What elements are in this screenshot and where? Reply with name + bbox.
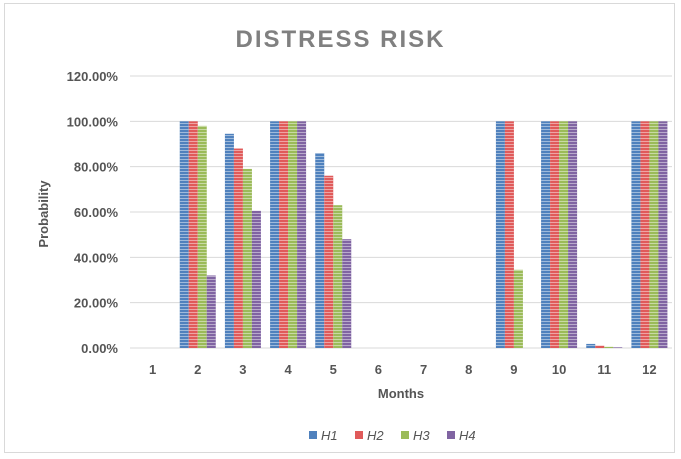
bar-stripe-overlay [613, 347, 623, 348]
bar-stripe-overlay [595, 345, 605, 348]
bar-stripe-overlay [279, 121, 289, 348]
bar-stripe-overlay [504, 121, 514, 348]
bar-stripe-overlay [206, 275, 216, 348]
bar-stripe-overlay [640, 121, 650, 348]
y-tick-labels: 0.00% 20.00% 40.00% 60.00% 80.00% 100.00% 120.… [67, 69, 119, 356]
chart-title: DISTRESS RISK [235, 26, 446, 53]
x-tick-label: 2 [194, 362, 201, 377]
x-tick-label: 4 [284, 362, 292, 377]
bar-stripe-overlay [197, 125, 207, 348]
y-tick-label: 20.00% [74, 296, 119, 311]
bar-stripe-overlay [288, 121, 298, 348]
bar-stripe-overlay [333, 205, 343, 348]
bar-stripe-overlay [586, 343, 596, 348]
x-tick-label: 8 [465, 362, 472, 377]
bar-stripe-overlay [541, 121, 551, 348]
legend: H1 H2 H3 H4 [309, 428, 476, 443]
bar-stripe-overlay [242, 168, 252, 348]
bar-stripe-overlay [568, 121, 578, 348]
legend-swatch-h3 [401, 431, 409, 439]
bar-stripe-overlay [658, 121, 668, 348]
x-tick-label: 3 [239, 362, 246, 377]
x-tick-label: 7 [420, 362, 427, 377]
bar-stripe-overlay [224, 133, 234, 348]
bar-stripe-overlay [550, 121, 560, 348]
bar-stripe-overlay [297, 121, 307, 348]
x-tick-label: 9 [510, 362, 517, 377]
y-axis-label: Probability [36, 180, 51, 248]
bar-stripe-overlay [559, 121, 569, 348]
x-tick-label: 5 [330, 362, 337, 377]
x-tick-label: 11 [597, 362, 611, 377]
bar-stripe-overlay [604, 346, 614, 348]
bar-stripe-overlay [631, 121, 641, 348]
bar-stripe-overlay [233, 148, 243, 348]
x-tick-labels: 1 2 3 4 5 6 7 8 9 10 11 12 [149, 362, 657, 377]
bar-stripe-overlay [649, 121, 659, 348]
bar-stripe-overlay [251, 210, 261, 348]
y-tick-label: 80.00% [74, 160, 119, 175]
legend-swatch-h2 [355, 431, 363, 439]
legend-swatch-h4 [447, 431, 455, 439]
bar-stripe-overlay [270, 121, 280, 348]
y-tick-label: 60.00% [74, 205, 119, 220]
legend-label-h3: H3 [413, 428, 430, 443]
legend-label-h2: H2 [367, 428, 384, 443]
gridlines [130, 75, 672, 349]
x-tick-label: 10 [552, 362, 566, 377]
legend-label-h4: H4 [459, 428, 476, 443]
x-tick-label: 12 [642, 362, 656, 377]
bar-stripe-overlay [495, 121, 505, 348]
y-tick-label: 40.00% [74, 250, 119, 265]
x-tick-label: 1 [149, 362, 156, 377]
bar-stripe-overlay [188, 121, 198, 348]
bar-stripe-overlay [324, 175, 334, 348]
bar-stripe-overlay [513, 269, 523, 348]
legend-swatch-h1 [309, 431, 317, 439]
y-tick-label: 100.00% [67, 114, 119, 129]
bar-stripe-overlay [179, 121, 189, 348]
bars [179, 121, 668, 348]
y-tick-label: 120.00% [67, 69, 119, 84]
x-tick-label: 6 [375, 362, 382, 377]
y-tick-label: 0.00% [81, 341, 118, 356]
x-axis-label: Months [378, 386, 424, 401]
bar-stripe-overlay [342, 239, 352, 348]
bar-stripe-overlay [315, 153, 325, 348]
legend-label-h1: H1 [321, 428, 338, 443]
